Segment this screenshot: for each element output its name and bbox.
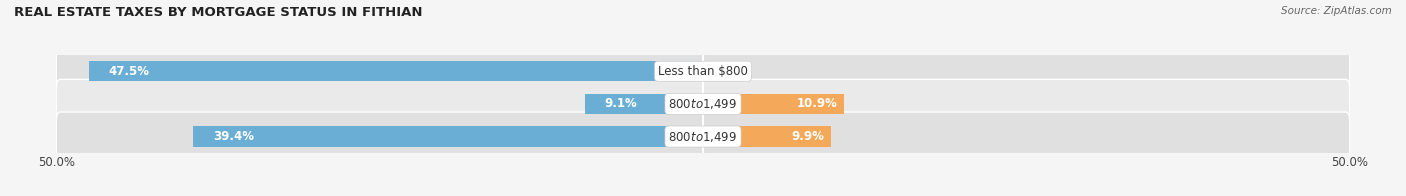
Text: REAL ESTATE TAXES BY MORTGAGE STATUS IN FITHIAN: REAL ESTATE TAXES BY MORTGAGE STATUS IN … (14, 6, 423, 19)
Bar (585, 94, 703, 114)
Text: 9.9%: 9.9% (792, 130, 824, 143)
Text: Source: ZipAtlas.com: Source: ZipAtlas.com (1281, 6, 1392, 16)
FancyBboxPatch shape (56, 47, 1350, 96)
Bar (703, 94, 844, 114)
Text: 9.1%: 9.1% (605, 97, 637, 110)
Bar (89, 61, 703, 81)
Text: 47.5%: 47.5% (108, 65, 149, 78)
FancyBboxPatch shape (56, 79, 1350, 128)
FancyBboxPatch shape (56, 112, 1350, 161)
Bar (703, 126, 831, 147)
Text: $800 to $1,499: $800 to $1,499 (668, 97, 738, 111)
Bar (194, 126, 703, 147)
Text: 0.0%: 0.0% (713, 65, 742, 78)
Text: Less than $800: Less than $800 (658, 65, 748, 78)
Text: $800 to $1,499: $800 to $1,499 (668, 130, 738, 143)
Text: 10.9%: 10.9% (797, 97, 838, 110)
Text: 39.4%: 39.4% (212, 130, 253, 143)
